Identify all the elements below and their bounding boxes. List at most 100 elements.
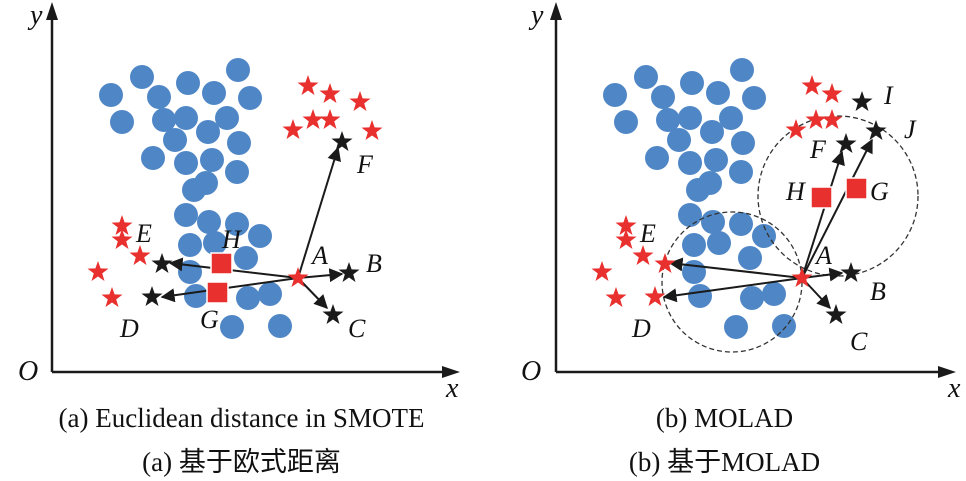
majority-circle [729,212,753,236]
minority-star [591,261,613,281]
majority-circle [682,260,706,284]
minority-star [302,109,324,129]
label-e: E [639,219,656,248]
minority-star [632,245,654,265]
arrow-a-to-e [168,257,299,279]
minority-star [319,109,341,129]
x-axis-arrow-icon [938,366,956,378]
label-h: H [785,177,806,206]
label-a: A [814,241,832,270]
minority-star [111,229,133,249]
origin-label: O [521,356,541,387]
caption-a-english: (a) Euclidean distance in SMOTE [58,403,425,433]
majority-circle [174,151,198,175]
neighbor-star-d [141,286,163,306]
majority-circle [667,128,691,152]
origin-label: O [18,356,38,387]
majority-circle [110,110,134,134]
majority-circle [182,178,206,202]
majority-circle [227,131,251,155]
panel-b: y x O [521,0,961,404]
majority-circle [215,106,239,130]
arrow-a-to-j [801,138,873,279]
majority-circle [729,160,753,184]
neighbor-star-e [151,253,173,273]
minority-star [129,245,151,265]
synthetic-square-g [845,177,868,200]
majority-circle [248,224,272,248]
majority-circle [238,86,262,110]
majority-circle [147,85,171,109]
majority-circles [603,58,796,339]
arrow-a-to-f [297,146,341,279]
majority-circle [99,83,123,107]
majority-circle [678,106,702,130]
majority-circle [234,246,258,270]
majority-circle [176,71,200,95]
minority-star [785,119,807,139]
neighbor-star-i [851,91,873,111]
majority-circle [203,231,227,255]
majority-circle [141,146,165,170]
majority-circle [130,65,154,89]
majority-circle [258,282,282,306]
majority-circle [200,148,224,172]
majority-circle [762,282,786,306]
panel-a: y x O [18,0,460,404]
label-d: D [119,314,139,343]
minority-star [87,261,109,281]
majority-circle [603,83,627,107]
label-h: H [221,225,242,254]
x-axis-label: x [947,373,961,404]
synthetic-square-h [810,186,833,209]
label-c: C [348,314,366,343]
majority-circle [678,203,702,227]
majority-circle [704,148,728,172]
x-axis-label: x [445,373,459,404]
majority-circle [220,315,244,339]
majority-circle [225,160,249,184]
label-b: B [366,249,382,278]
majority-circle [680,71,704,95]
majority-circle [174,106,198,130]
majority-circle [706,81,730,105]
minority-star [282,119,304,139]
minority-star [101,287,123,307]
majority-circle [678,151,702,175]
y-axis-arrow-icon [46,2,58,20]
majority-circle [152,108,176,132]
majority-circle [707,231,731,255]
label-d: D [631,314,651,343]
label-j: J [904,115,917,144]
neighbor-star-j [865,120,887,140]
arrow-a-to-d [160,277,299,303]
majority-circle [724,315,748,339]
majority-circle [178,233,202,257]
majority-circles [99,58,292,339]
majority-circle [701,210,725,234]
label-f: F [809,135,827,164]
x-axis-arrow-icon [442,366,460,378]
synthetic-square-h [210,252,233,275]
majority-circle [614,110,638,134]
minority-star [821,109,843,129]
minority-star-e [654,253,676,273]
minority-star [605,287,627,307]
caption-a-chinese: (a) 基于欧式距离 [142,447,341,477]
majority-circle [196,120,220,144]
majority-circle [226,58,250,82]
synthetic-square-g [206,281,229,304]
majority-circle [656,108,680,132]
majority-circle [700,120,724,144]
majority-circle [645,146,669,170]
majority-circle [236,286,260,310]
label-f: F [356,150,374,179]
majority-circle [174,203,198,227]
arrow-a-to-d [662,277,803,303]
majority-circle [634,65,658,89]
majority-circle [268,314,292,338]
majority-circle [740,286,764,310]
majority-circle [688,284,712,308]
label-a: A [310,241,328,270]
majority-circle [731,131,755,155]
